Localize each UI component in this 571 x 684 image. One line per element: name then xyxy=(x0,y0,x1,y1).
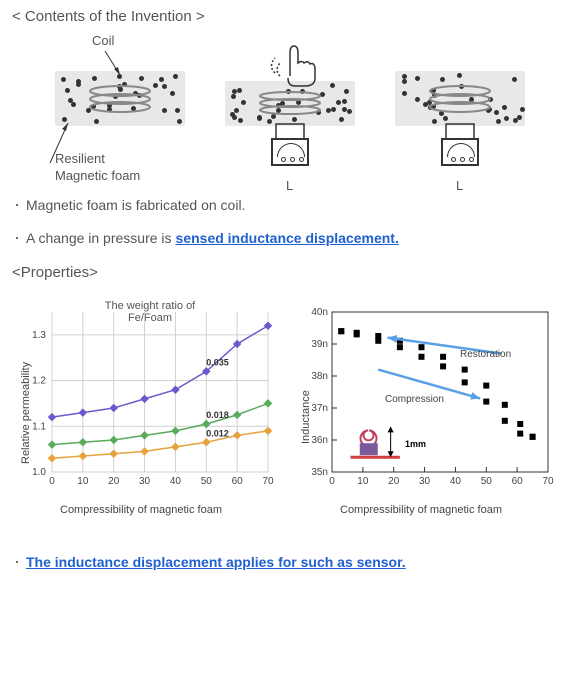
L-label-1: L xyxy=(286,178,293,193)
svg-text:0: 0 xyxy=(329,476,335,487)
svg-text:60: 60 xyxy=(232,476,244,487)
properties-header: <Properties> xyxy=(0,254,571,289)
bullet-2: · A change in pressure is sensed inducta… xyxy=(0,221,571,254)
inset-1mm-label: 1mm xyxy=(405,439,426,449)
svg-text:50: 50 xyxy=(481,476,493,487)
foam-label-1: Resilient xyxy=(55,151,105,166)
restoration-label: Restoration xyxy=(460,349,511,360)
bullet-2-text: A change in pressure is xyxy=(26,230,172,246)
svg-text:35n: 35n xyxy=(311,467,328,478)
svg-text:40: 40 xyxy=(170,476,182,487)
bullet-1-text: Magnetic foam is fabricated on coil. xyxy=(26,197,245,213)
svg-text:40n: 40n xyxy=(311,307,328,318)
L-label-2: L xyxy=(456,178,463,193)
svg-text:20: 20 xyxy=(388,476,400,487)
coil-svg-3 xyxy=(395,71,525,126)
coil-arrow xyxy=(60,43,140,83)
svg-text:1.3: 1.3 xyxy=(32,330,46,341)
compression-label: Compression xyxy=(385,394,444,405)
svg-text:0.035: 0.035 xyxy=(206,357,229,367)
svg-text:30: 30 xyxy=(139,476,151,487)
chart-permeability: Relative permeability The weight ratio o… xyxy=(10,294,280,514)
charts-area: Relative permeability The weight ratio o… xyxy=(0,289,571,539)
svg-text:70: 70 xyxy=(542,476,554,487)
svg-text:0: 0 xyxy=(49,476,55,487)
svg-text:70: 70 xyxy=(262,476,274,487)
svg-text:40: 40 xyxy=(450,476,462,487)
svg-text:36n: 36n xyxy=(311,435,328,446)
hand-icon xyxy=(260,28,320,88)
svg-text:1.0: 1.0 xyxy=(32,467,46,478)
svg-text:10: 10 xyxy=(77,476,89,487)
meter-icon-2 xyxy=(436,128,484,176)
svg-text:20: 20 xyxy=(108,476,120,487)
svg-text:0.018: 0.018 xyxy=(206,410,229,420)
svg-text:0.012: 0.012 xyxy=(206,428,229,438)
bullet-dot-icon: · xyxy=(14,194,20,215)
chart1-xlabel: Compressibility of magnetic foam xyxy=(60,504,222,516)
bullet-2-link: sensed inductance displacement. xyxy=(176,230,399,246)
bullet-3-link: The inductance displacement applies for … xyxy=(26,554,406,570)
svg-text:39n: 39n xyxy=(311,339,328,350)
svg-text:38n: 38n xyxy=(311,371,328,382)
chart1-plot: 0 10 20 30 40 50 60 70 1.0 1.1 1.2 1.3 0.035 0.018 0.0… xyxy=(10,294,280,494)
svg-text:50: 50 xyxy=(201,476,213,487)
chart-inductance: Inductance 01020304050607035n36n37n38n39… xyxy=(290,294,560,514)
bullet-dot-icon: · xyxy=(14,551,20,572)
svg-text:10: 10 xyxy=(357,476,369,487)
chart2-xlabel: Compressibility of magnetic foam xyxy=(340,504,502,516)
svg-text:1.1: 1.1 xyxy=(32,421,46,432)
bullet-3: · The inductance displacement applies fo… xyxy=(0,539,571,578)
svg-text:37n: 37n xyxy=(311,403,328,414)
svg-text:30: 30 xyxy=(419,476,431,487)
foam-label-2: Magnetic foam xyxy=(55,168,140,183)
invention-diagram: Coil Resilient Magnetic foam xyxy=(0,33,571,188)
svg-text:60: 60 xyxy=(512,476,524,487)
bullet-dot-icon: · xyxy=(14,227,20,248)
meter-icon-1 xyxy=(266,128,314,176)
svg-text:1.2: 1.2 xyxy=(32,376,46,387)
